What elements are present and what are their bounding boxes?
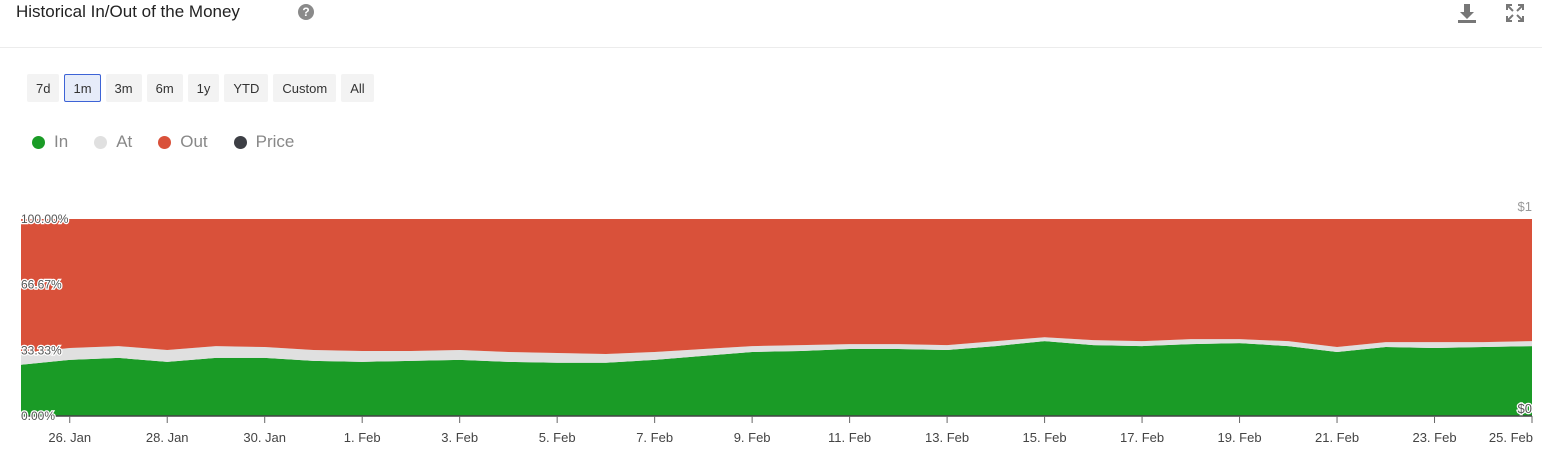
legend-label-out: Out <box>180 132 208 151</box>
widget-header: Historical In/Out of the Money ? <box>0 0 1542 48</box>
range-1y-button[interactable]: 1y <box>187 74 220 102</box>
legend-item-at[interactable]: At <box>94 132 132 152</box>
legend-dot-price <box>233 135 247 149</box>
legend-dot-out <box>158 135 172 149</box>
page-title: Historical In/Out of the Money <box>16 2 240 21</box>
x-tick-label: 23. Feb <box>1412 430 1456 445</box>
expand-icon[interactable] <box>1505 3 1525 23</box>
x-tick-label: 9. Feb <box>734 430 771 445</box>
range-all-button[interactable]: All <box>341 74 374 102</box>
range-selector: 7d 1m 3m 6m 1y YTD Custom All <box>27 74 374 102</box>
y-tick-label: 66.67% <box>21 278 62 292</box>
x-tick-label: 7. Feb <box>636 430 673 445</box>
x-tick-label: 1. Feb <box>344 430 381 445</box>
x-tick-label: 3. Feb <box>441 430 478 445</box>
x-tick-label: 15. Feb <box>1023 430 1067 445</box>
chart-legend: In At Out Price <box>32 132 320 152</box>
legend-item-in[interactable]: In <box>32 132 68 152</box>
legend-dot-in <box>32 135 45 149</box>
x-tick-label: 11. Feb <box>828 430 871 445</box>
range-7d-button[interactable]: 7d <box>27 74 60 102</box>
legend-label-price: Price <box>255 132 295 151</box>
x-tick-label: 21. Feb <box>1315 430 1359 445</box>
y-tick-label: 33.33% <box>21 343 62 357</box>
download-icon[interactable] <box>1456 2 1478 24</box>
help-icon[interactable]: ? <box>298 4 314 20</box>
range-3m-button[interactable]: 3m <box>105 74 142 102</box>
x-tick-label: 19. Feb <box>1218 430 1262 445</box>
legend-item-price[interactable]: Price <box>233 132 295 152</box>
in-out-money-chart: 0.00% 33.33% 66.67% 100.00% $0 $1 26. Jan 28. J… <box>20 198 1534 445</box>
x-tick-label: 13. Feb <box>925 430 969 445</box>
x-tick-label: 30. Jan <box>243 430 286 445</box>
area-series-out <box>21 219 1532 354</box>
y2-tick-label: $0 <box>1518 401 1532 416</box>
range-1m-button[interactable]: 1m <box>64 74 101 102</box>
y2-tick-label: $1 <box>1518 199 1532 214</box>
legend-label-in: In <box>54 132 69 151</box>
legend-dot-at <box>94 135 108 149</box>
x-tick-label: 5. Feb <box>539 430 576 445</box>
y-tick-label: 100.00% <box>21 212 69 226</box>
x-tick-label: 26. Jan <box>48 430 91 445</box>
range-custom-button[interactable]: Custom <box>273 74 337 102</box>
x-tick-label: 28. Jan <box>146 430 189 445</box>
x-tick-label: 25. Feb <box>1489 430 1533 445</box>
legend-label-at: At <box>116 132 133 151</box>
legend-item-out[interactable]: Out <box>158 132 208 152</box>
range-ytd-button[interactable]: YTD <box>224 74 269 102</box>
area-series-at <box>21 337 1532 365</box>
x-tick-label: 17. Feb <box>1120 430 1164 445</box>
area-series-in <box>21 341 1532 416</box>
range-6m-button[interactable]: 6m <box>146 74 183 102</box>
y-tick-label: 0.00% <box>21 409 55 423</box>
